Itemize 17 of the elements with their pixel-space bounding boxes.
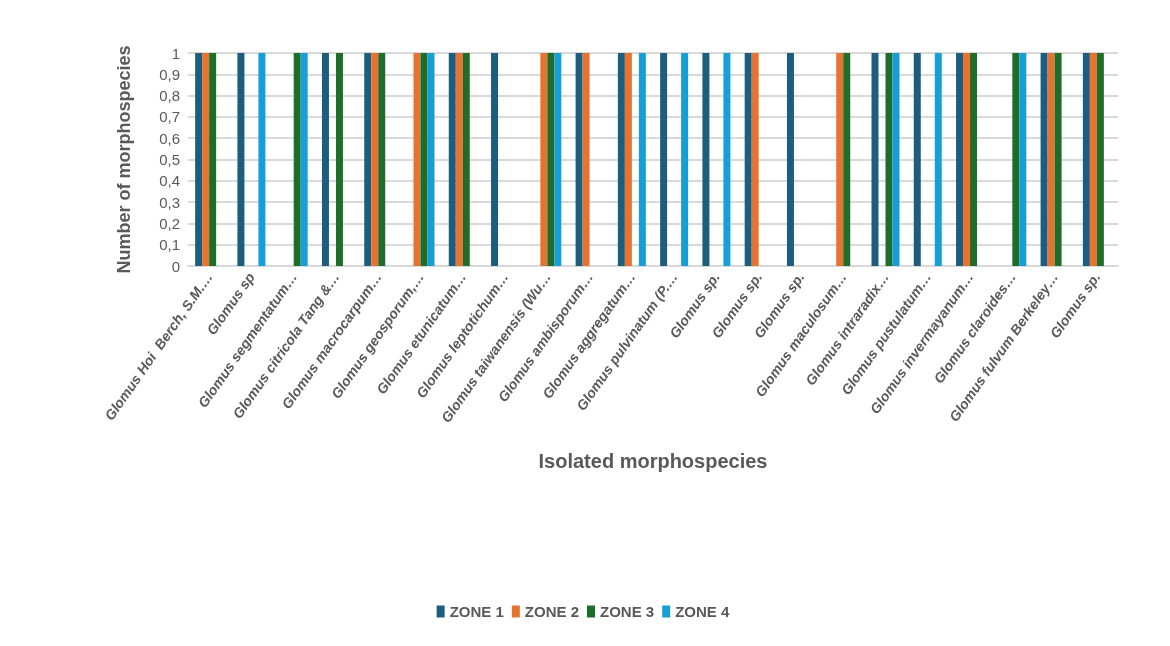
y-tick-label: 0,5 — [159, 151, 180, 168]
y-tick-label: 0 — [171, 257, 180, 275]
legend-label: ZONE 4 — [675, 603, 731, 620]
y-tick-label: 1 — [171, 44, 180, 62]
y-tick-label: 0,1 — [159, 236, 180, 254]
y-tick-label: 0,2 — [159, 214, 180, 232]
y-tick-label: 0,3 — [159, 193, 180, 211]
legend-label: ZONE 2 — [524, 603, 580, 620]
legend-label: ZONE 1 — [449, 603, 504, 620]
y-tick-label: 0,8 — [159, 87, 180, 105]
y-tick-label: 0,6 — [159, 129, 180, 147]
y-tick-label: 0,4 — [159, 172, 180, 190]
legend-label: ZONE 3 — [600, 603, 655, 620]
x-axis-title: Isolated morphospecies — [538, 450, 768, 472]
y-tick-label: 0,9 — [159, 65, 180, 83]
y-axis-title: Number of morphospecies — [114, 45, 134, 274]
y-tick-label: 0,7 — [159, 108, 180, 126]
